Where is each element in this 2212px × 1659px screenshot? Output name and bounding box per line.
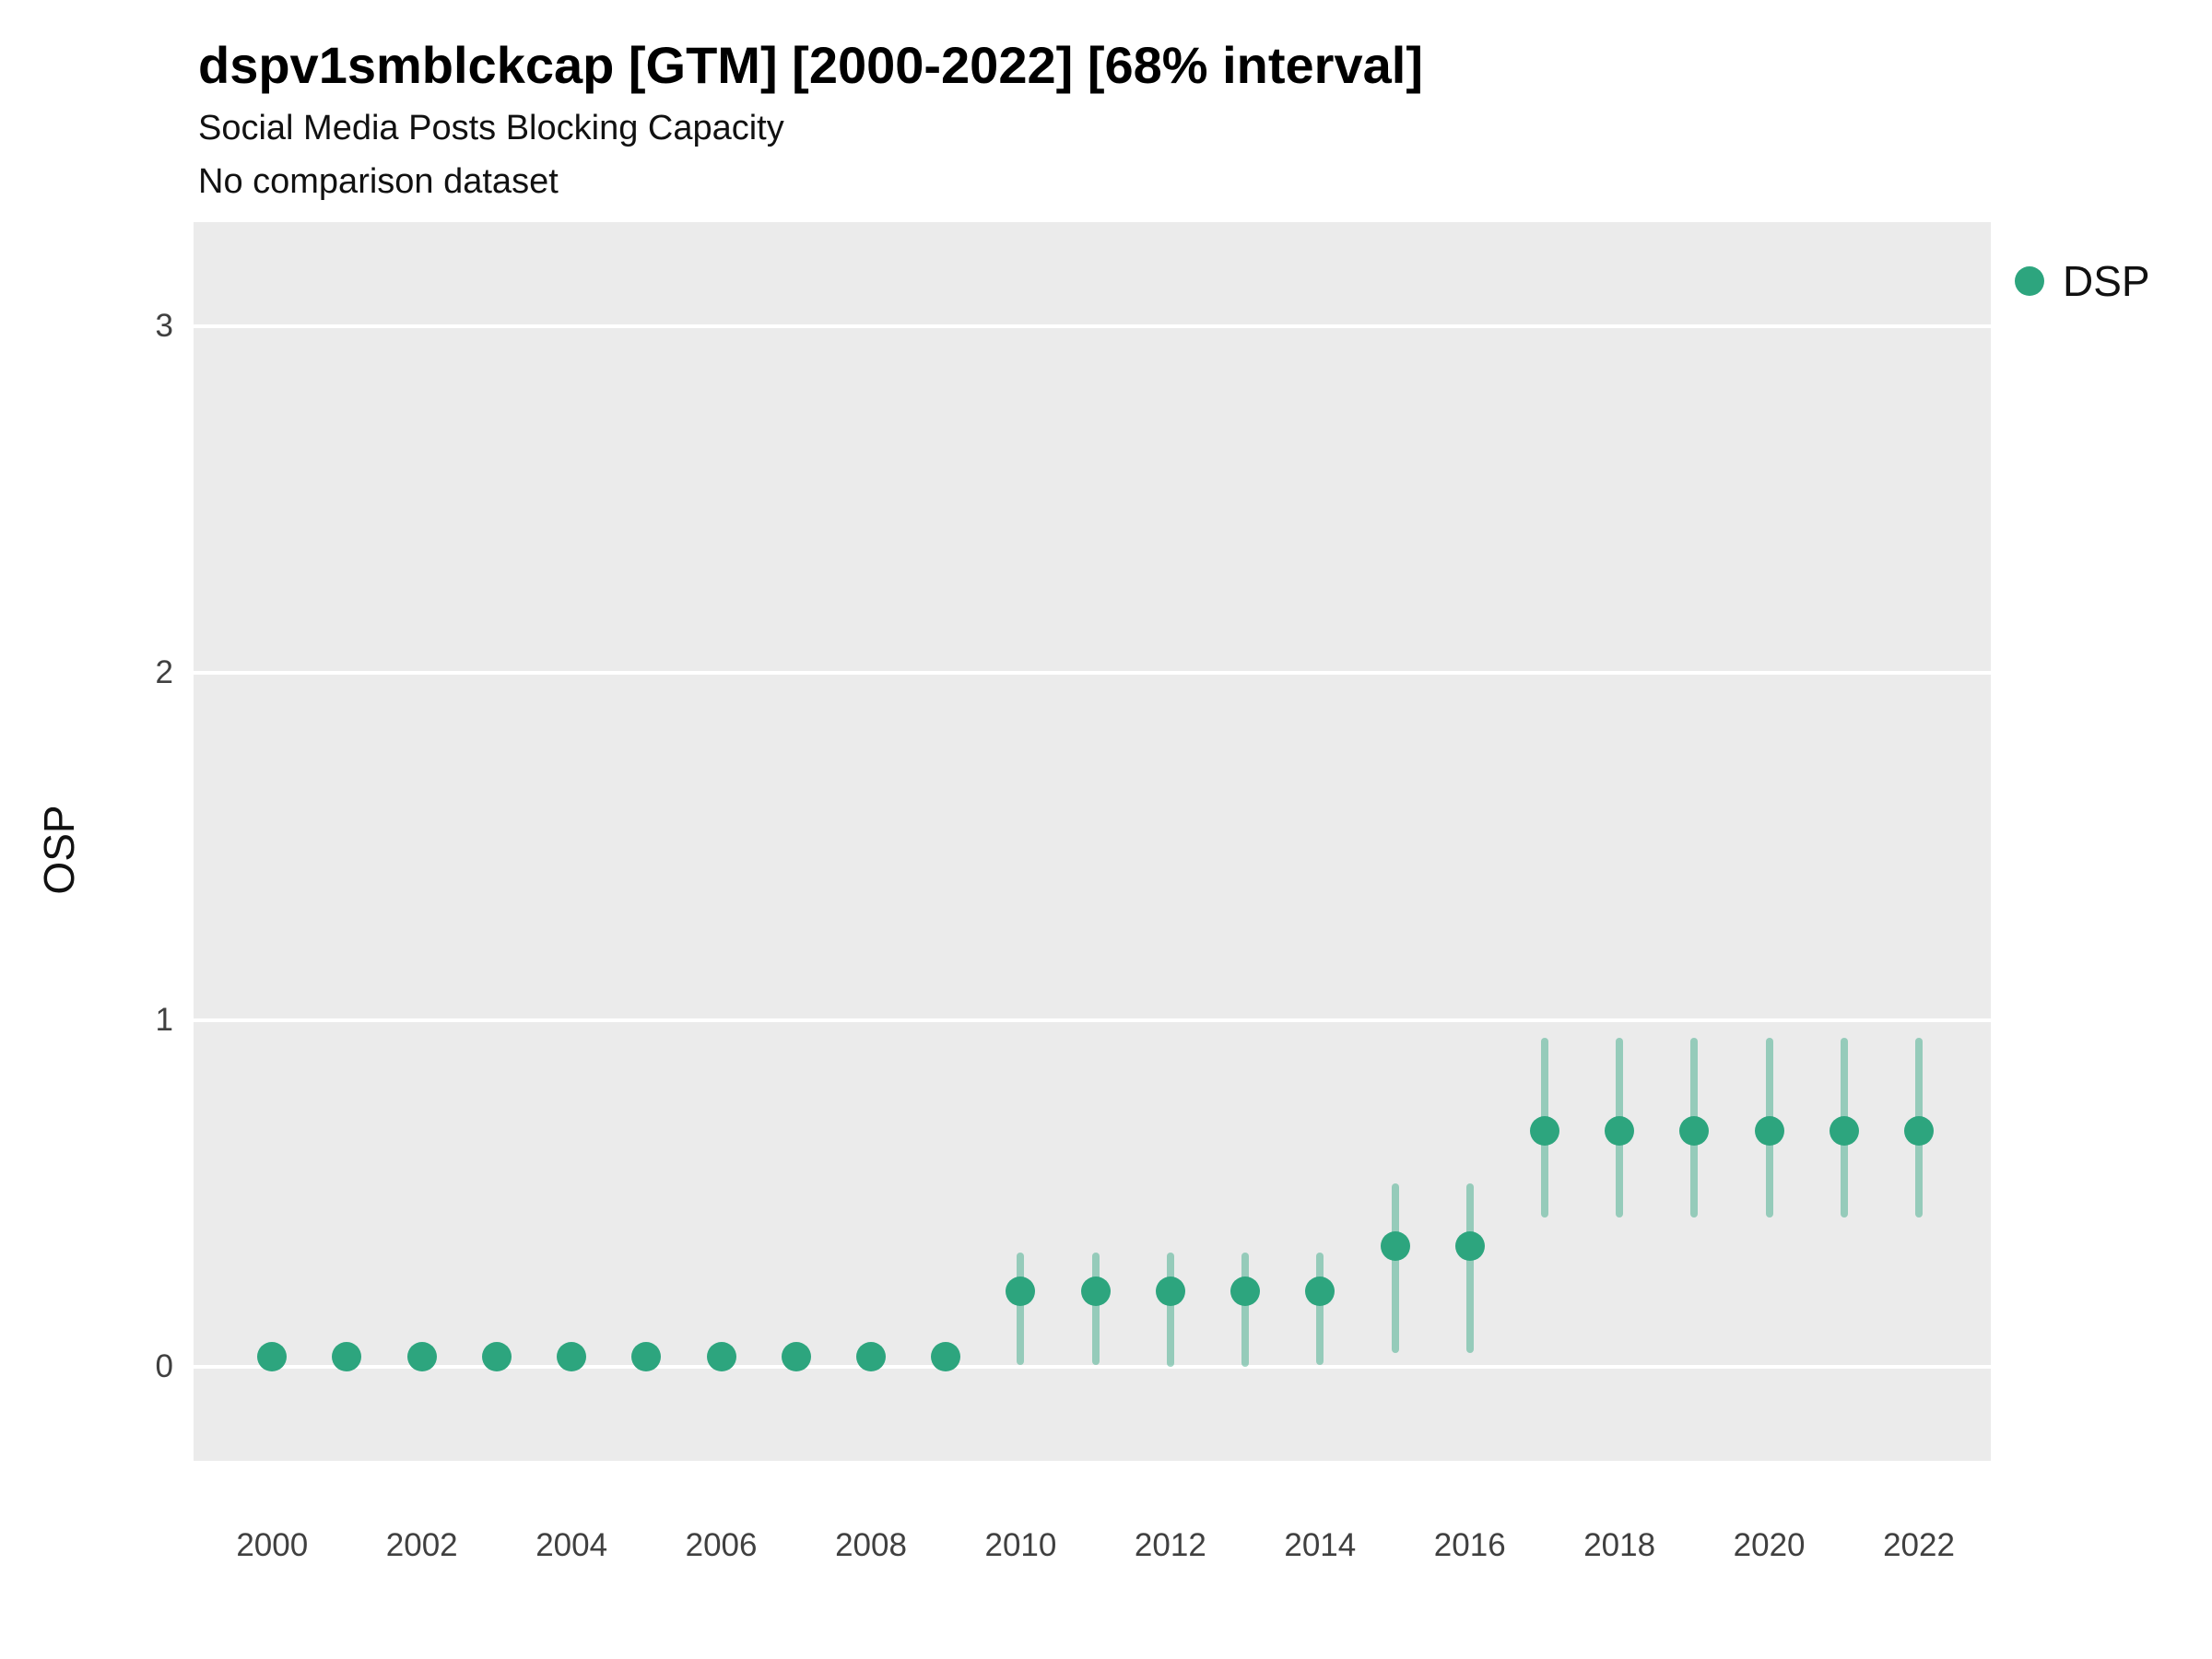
data-point — [931, 1342, 961, 1372]
x-tick-label: 2014 — [1284, 1527, 1357, 1563]
error-bar — [1166, 1253, 1174, 1368]
y-axis-title: OSP — [35, 805, 83, 895]
data-point — [1006, 1276, 1036, 1306]
error-bar — [1017, 1253, 1025, 1366]
chart-title: dspv1smblckcap [GTM] [2000-2022] [68% in… — [198, 36, 1423, 94]
error-bar — [1465, 1182, 1474, 1354]
y-tick-label: 1 — [155, 1001, 173, 1038]
data-point — [406, 1342, 437, 1372]
x-tick-label: 2016 — [1433, 1527, 1506, 1563]
data-point — [1080, 1276, 1111, 1306]
data-point — [1529, 1116, 1559, 1147]
chart-comparison-note: No comparison dataset — [198, 162, 559, 201]
x-tick-label: 2020 — [1733, 1527, 1806, 1563]
plot-panel — [194, 222, 1991, 1461]
data-point — [781, 1342, 811, 1372]
data-point — [1230, 1276, 1261, 1306]
y-tick-label: 3 — [155, 307, 173, 344]
error-bar — [1316, 1253, 1324, 1366]
x-tick-label: 2022 — [1883, 1527, 1955, 1563]
data-point — [557, 1342, 587, 1372]
y-tick-label: 0 — [155, 1348, 173, 1385]
x-tick-label: 2006 — [685, 1527, 758, 1563]
data-point — [332, 1342, 362, 1372]
y-tick-label: 2 — [155, 654, 173, 691]
data-point — [1754, 1116, 1784, 1147]
data-point — [1305, 1276, 1335, 1306]
data-point — [1380, 1230, 1410, 1261]
legend-dot-icon — [2015, 266, 2044, 296]
x-tick-label: 2018 — [1583, 1527, 1656, 1563]
gridline — [194, 324, 1991, 328]
legend: DSP — [2015, 256, 2150, 306]
data-point — [1679, 1116, 1710, 1147]
error-bar — [1091, 1253, 1100, 1366]
data-point — [706, 1342, 736, 1372]
gridline — [194, 1365, 1991, 1370]
error-bar — [1241, 1253, 1250, 1368]
chart-subtitle: Social Media Posts Blocking Capacity — [198, 109, 784, 147]
x-tick-label: 2004 — [535, 1527, 608, 1563]
gridline — [194, 1018, 1991, 1022]
legend-series-label: DSP — [2063, 257, 2150, 305]
x-tick-label: 2002 — [385, 1527, 458, 1563]
data-point — [481, 1342, 512, 1372]
x-tick-label: 2008 — [835, 1527, 907, 1563]
x-tick-label: 2012 — [1134, 1527, 1206, 1563]
x-tick-label: 2010 — [984, 1527, 1057, 1563]
data-point — [856, 1342, 886, 1372]
data-point — [1155, 1276, 1185, 1306]
data-point — [257, 1342, 288, 1372]
data-point — [1454, 1230, 1485, 1261]
x-tick-label: 2000 — [236, 1527, 309, 1563]
data-point — [1829, 1116, 1859, 1147]
data-point — [1904, 1116, 1935, 1147]
data-point — [1605, 1116, 1635, 1147]
data-point — [631, 1342, 662, 1372]
error-bar — [1391, 1182, 1399, 1354]
gridline — [194, 671, 1991, 676]
